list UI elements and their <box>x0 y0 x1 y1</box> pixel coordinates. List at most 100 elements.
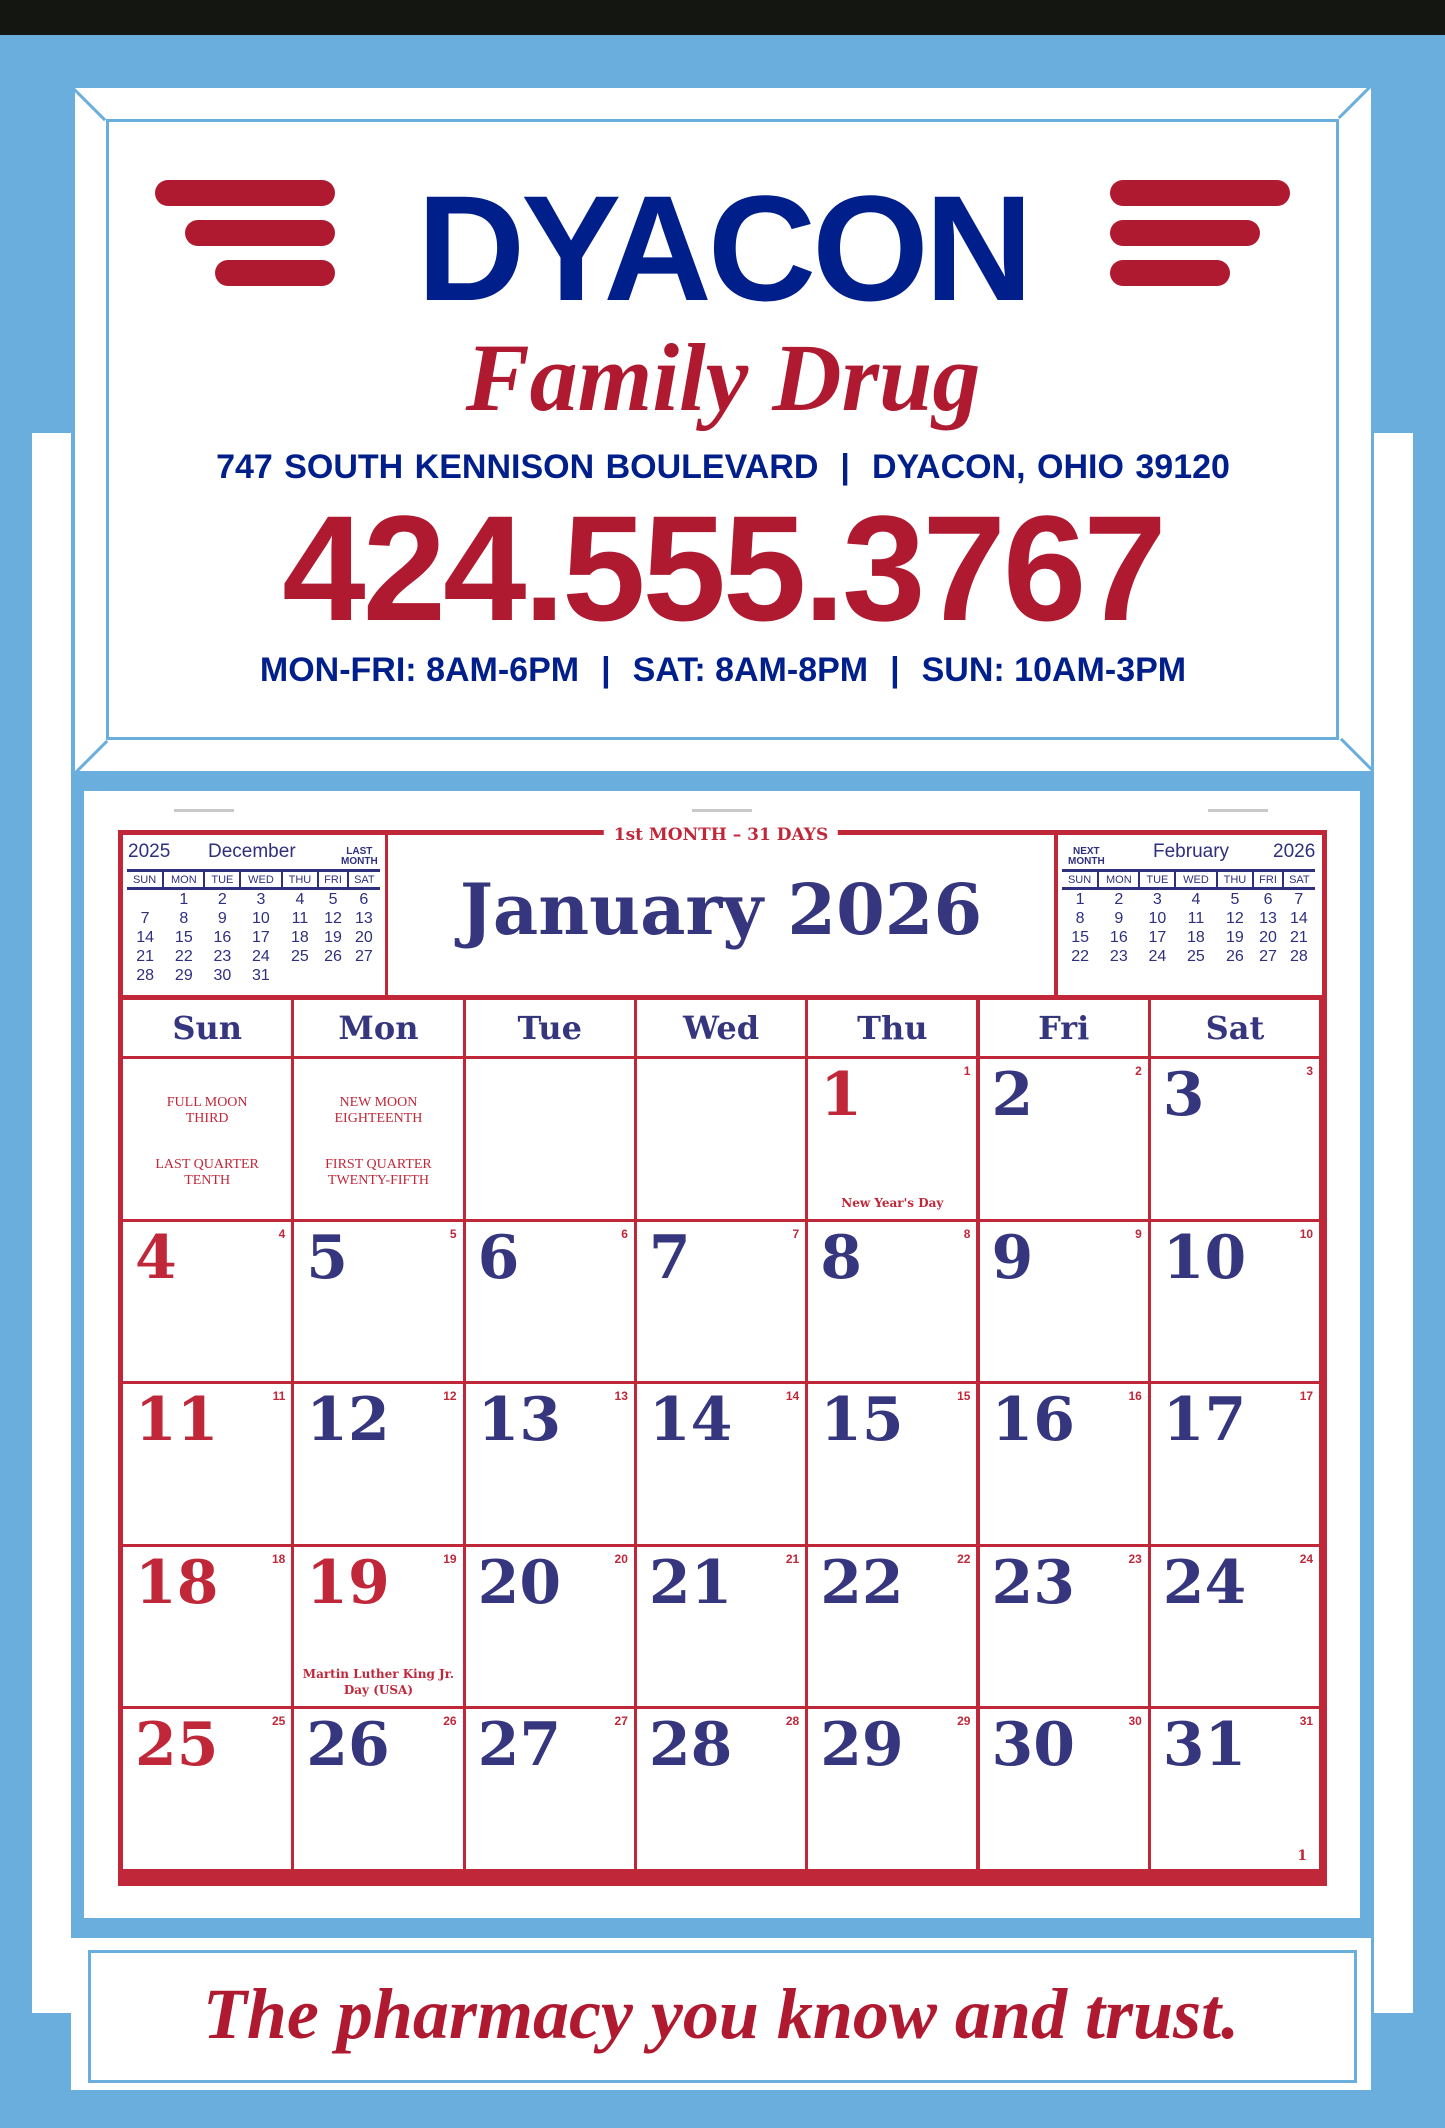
mini-weekday: MON <box>162 869 205 890</box>
day-cell-30[interactable]: 30 30 <box>979 1709 1148 1869</box>
mini-day: 24 <box>1148 948 1167 965</box>
day-cell-14[interactable]: 14 14 <box>636 1384 806 1544</box>
brand-name: DYACON <box>416 164 1033 332</box>
mini-day: 29 <box>174 967 193 984</box>
day-cell-24[interactable]: 24 24 <box>1150 1546 1320 1706</box>
mini-day: 3 <box>1152 891 1162 908</box>
mini-weekday: MON <box>1097 869 1140 890</box>
day-number: 26 <box>306 1710 390 1780</box>
calendar-grid: 2025 December LAST MONTH SUN MON TUE WED THU F… <box>118 825 1327 1886</box>
mini-day: 6 <box>359 891 369 908</box>
mini-weekday: WED <box>1174 869 1217 890</box>
mini-day: 2 <box>217 891 227 908</box>
day-number: 5 <box>306 1222 349 1293</box>
mini-day: 30 <box>213 967 232 984</box>
mini-day: 13 <box>1259 910 1277 927</box>
day-number: 16 <box>991 1385 1076 1455</box>
day-number: 18 <box>135 1547 219 1618</box>
day-of-year: 8 <box>963 1226 971 1241</box>
day-number: 12 <box>306 1385 390 1455</box>
day-cell-31[interactable]: 31 31 1 <box>1150 1709 1320 1869</box>
day-cell-1[interactable]: 1 1 New Year's Day <box>808 1059 977 1219</box>
mini-prev-year: 2025 <box>128 841 171 862</box>
mini-day: 21 <box>136 948 154 965</box>
day-cell-20[interactable]: 20 20 <box>465 1546 634 1706</box>
mini-day: 15 <box>1071 929 1089 946</box>
mini-weekday: FRI <box>317 869 348 890</box>
day-of-year: 10 <box>1299 1226 1314 1241</box>
mini-day: 22 <box>1071 948 1089 965</box>
day-of-year: 21 <box>785 1551 800 1566</box>
mini-day <box>127 889 163 910</box>
day-cell-26[interactable]: 26 26 <box>294 1709 463 1869</box>
day-of-year: 5 <box>449 1226 457 1241</box>
mini-day: 16 <box>213 929 232 946</box>
city-address: DYACON, OHIO 39120 <box>871 448 1230 486</box>
day-cell-15[interactable]: 15 15 <box>808 1384 977 1544</box>
mini-next-table: SUN MON TUE WED THU FRI SAT 1 2 3 4 5 6 7 8 9 10 11 12 13 14… <box>1062 869 1315 966</box>
day-of-year: 16 <box>1128 1389 1142 1403</box>
month-title: January 2026 <box>459 868 983 951</box>
day-of-year: 11 <box>272 1389 286 1403</box>
day-of-year: 24 <box>1299 1551 1314 1566</box>
day-number: 10 <box>1162 1222 1247 1293</box>
mini-weekday: THU <box>280 869 319 890</box>
mini-day: 27 <box>1259 948 1277 965</box>
mini-day: 18 <box>1187 929 1205 946</box>
moon-phase: LAST QUARTER TENTH <box>155 1157 259 1188</box>
mini-day: 10 <box>252 910 270 927</box>
phone-number: 424.555.3767 <box>282 484 1167 652</box>
day-number: 13 <box>477 1385 562 1455</box>
day-cell-10[interactable]: 10 10 <box>1150 1221 1320 1381</box>
day-of-year: 25 <box>271 1714 286 1728</box>
logo-stripes-right <box>1110 180 1290 300</box>
mini-day: 2 <box>1114 891 1124 908</box>
day-cell-13[interactable]: 13 13 <box>465 1384 634 1544</box>
day-number: 3 <box>1162 1060 1205 1130</box>
day-cell-28[interactable]: 28 28 <box>636 1709 806 1869</box>
day-cell-16[interactable]: 16 16 <box>979 1384 1148 1544</box>
day-cell-18[interactable]: 18 18 <box>123 1546 292 1706</box>
mini-weekday: TUE <box>203 869 241 890</box>
mini-day: 18 <box>291 929 309 946</box>
mini-day: 7 <box>140 910 150 927</box>
header-inner-border <box>106 119 1339 740</box>
day-number: 24 <box>1162 1547 1247 1618</box>
weekday-header-mon: Mon <box>294 1000 463 1056</box>
day-cell-12[interactable]: 12 12 <box>294 1384 463 1544</box>
mini-prev-table: SUN MON TUE WED THU FRI SAT 1 2 3 4 5 6 7 8 9 10 11 12 13 14… <box>127 869 380 985</box>
address-line: 747 SOUTH KENNISON BOULEVARD | DYACON, OHI… <box>216 448 1230 486</box>
day-of-year: 6 <box>621 1226 628 1241</box>
right-side-strip <box>1372 431 1415 2015</box>
weekday-header-thu: Thu <box>808 1000 977 1056</box>
bevel-line <box>1337 85 1371 120</box>
day-of-year: 18 <box>271 1551 286 1566</box>
hang-mark <box>1208 809 1268 812</box>
mini-weekday: WED <box>239 869 282 890</box>
mini-day: 23 <box>1109 948 1128 965</box>
day-number: 25 <box>135 1710 219 1780</box>
mini-day: 16 <box>1109 929 1128 946</box>
top-bar <box>0 0 1445 35</box>
day-cell-23[interactable]: 23 23 <box>979 1546 1148 1706</box>
day-cell-27[interactable]: 27 27 <box>465 1709 634 1869</box>
day-cell-25[interactable]: 25 25 <box>123 1709 292 1869</box>
day-of-year: 27 <box>614 1714 628 1728</box>
day-cell-21[interactable]: 21 21 <box>636 1546 806 1706</box>
day-cell-22[interactable]: 22 22 <box>808 1546 977 1706</box>
day-cell-29[interactable]: 29 29 <box>808 1709 977 1869</box>
day-cell-11[interactable]: 11 11 <box>123 1384 292 1544</box>
day-cell-19[interactable]: 19 19 Martin Luther King Jr. Day (USA) <box>294 1546 463 1706</box>
store-hours: MON-FRI: 8AM-6PM | SAT: 8AM-8PM | SUN: 10AM-… <box>259 651 1187 689</box>
mini-day: 20 <box>1259 929 1277 946</box>
day-of-year: 30 <box>1128 1714 1142 1728</box>
day-cell-17[interactable]: 17 17 <box>1150 1384 1320 1544</box>
